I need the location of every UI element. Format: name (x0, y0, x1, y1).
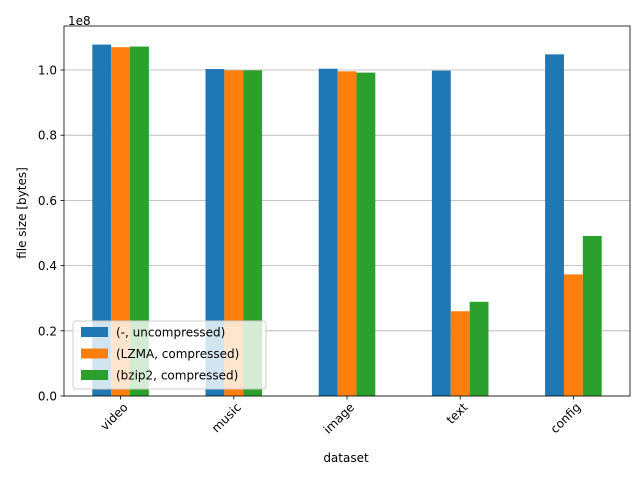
legend-swatch (81, 348, 108, 359)
legend-swatch (81, 370, 108, 380)
y-tick-label: 0.0 (38, 390, 57, 404)
bar (111, 47, 131, 397)
y-offset-text: 1e8 (68, 14, 91, 28)
bar (563, 274, 583, 396)
x-tick-label: video (98, 400, 131, 433)
legend-box (72, 320, 267, 390)
y-tick-label: 0.6 (38, 194, 57, 208)
legend-entry: (-, uncompressed) (116, 326, 225, 340)
x-tick-label: music (209, 400, 244, 435)
y-tick-label: 1.0 (38, 64, 57, 78)
legend: (-, uncompressed) (LZMA, compressed) (bzip… (72, 320, 267, 390)
bar (545, 54, 564, 396)
legend-entry: (LZMA, compressed) (116, 347, 239, 361)
x-tick-label: image (321, 400, 357, 436)
bar (356, 72, 376, 397)
bar (130, 46, 149, 396)
bar (450, 311, 470, 396)
bar (205, 69, 225, 397)
bar (337, 71, 357, 396)
bar (469, 301, 489, 396)
bar (224, 70, 244, 396)
bar (431, 70, 451, 396)
y-axis-label: file size [bytes] (15, 167, 29, 259)
x-axis-label: dataset (323, 451, 369, 465)
bars (92, 44, 602, 397)
y-tick-label: 0.2 (38, 324, 57, 338)
x-tick-label: config (548, 400, 584, 436)
y-tick-label: 0.8 (38, 129, 57, 143)
bar (243, 70, 263, 396)
bar (582, 235, 602, 396)
legend-swatch (81, 327, 108, 337)
y-tick-label: 0.4 (38, 259, 57, 273)
bar (318, 68, 338, 397)
legend-entry: (bzip2, compressed) (116, 369, 238, 383)
x-tick-label: text (444, 400, 471, 427)
bar (92, 44, 112, 397)
